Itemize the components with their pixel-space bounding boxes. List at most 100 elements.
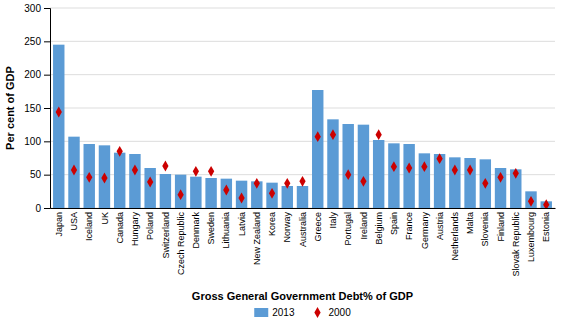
bar [114, 153, 125, 208]
tick: Iceland [84, 212, 94, 241]
point [330, 129, 336, 140]
tick-label: Latvia [237, 212, 247, 236]
bar [434, 154, 445, 208]
tick: Hungary [130, 212, 140, 247]
tick: Spain [389, 212, 399, 235]
legend-item: 2000 [314, 307, 351, 318]
point [238, 193, 244, 204]
bar [358, 125, 369, 208]
tick: Ireland [359, 212, 369, 240]
tick: 250 [24, 36, 50, 47]
tick: UK [100, 212, 110, 225]
point [162, 161, 168, 172]
point [345, 169, 351, 180]
tick-label: Lithuania [221, 212, 231, 249]
point [71, 165, 77, 176]
tick: Korea [267, 212, 277, 236]
bar [53, 45, 64, 208]
tick: Estonia [541, 212, 551, 242]
tick: Slovenia [480, 212, 490, 247]
tick: Switzerland [161, 212, 171, 259]
bar [68, 137, 79, 208]
tick-label: Ireland [359, 212, 369, 240]
bar [403, 144, 414, 208]
tick-label: Japan [54, 212, 64, 237]
tick-label: 250 [24, 36, 41, 47]
bar [236, 181, 247, 208]
tick: 300 [24, 3, 50, 14]
grid-line [50, 174, 555, 175]
bar [312, 90, 323, 208]
tick: Canada [115, 212, 125, 244]
point [132, 165, 138, 176]
tick-label: 200 [24, 69, 41, 80]
plot: 050100150200250300JapanUSAIcelandUKCanad… [4, 3, 556, 318]
grid-line [50, 108, 555, 109]
point [376, 129, 382, 140]
tick-label: Austria [435, 212, 445, 240]
tick-label: France [404, 212, 414, 240]
bar [419, 153, 430, 208]
tick-label: Slovak Republic [511, 212, 521, 277]
legend-label: 2000 [329, 307, 352, 318]
bar [160, 174, 171, 208]
tick: USA [69, 212, 79, 231]
tick: Czech Republic [176, 212, 186, 276]
tick-label: Denmark [191, 212, 201, 249]
bar [327, 119, 338, 208]
bar [449, 157, 460, 208]
marks [53, 45, 552, 208]
legend-swatch [314, 307, 320, 318]
tick: Belgium [374, 212, 384, 245]
tick-mark [44, 208, 50, 209]
point [497, 172, 503, 183]
tick: Australia [298, 212, 308, 247]
tick-label: Finland [496, 212, 506, 242]
series [56, 107, 550, 208]
tick: Italy [328, 212, 338, 229]
tick: Luxembourg [526, 212, 536, 262]
point [360, 176, 366, 187]
tick-label: 50 [30, 169, 42, 180]
tick-mark [44, 108, 50, 109]
grid-line [50, 74, 555, 75]
tick-label: UK [100, 212, 110, 225]
point [528, 196, 534, 207]
tick-label: Netherlands [450, 212, 460, 261]
point [86, 172, 92, 183]
x-axis-title: Gross General Government Debt% of GDP [192, 290, 413, 302]
legend-label: 2013 [272, 307, 295, 318]
tick-label: Korea [267, 212, 277, 236]
point [436, 153, 442, 164]
bar [99, 145, 110, 208]
tick: Netherlands [450, 212, 460, 261]
axis-line [44, 9, 51, 209]
grid-line [50, 41, 555, 42]
grid [50, 8, 555, 208]
x-axis: JapanUSAIcelandUKCanadaHungaryPolandSwit… [51, 209, 556, 277]
tick-label: Czech Republic [176, 212, 186, 276]
point [299, 176, 305, 187]
tick: Malta [465, 212, 475, 234]
tick: Portugal [343, 212, 353, 246]
legend: 2013 2000 [254, 307, 351, 318]
bar [205, 178, 216, 208]
tick: 50 [30, 169, 50, 180]
y-axis-title: Per cent of GDP [4, 66, 16, 150]
tick-label: Canada [115, 212, 125, 244]
tick: Latvia [237, 212, 247, 236]
tick-label: Belgium [374, 212, 384, 245]
point [117, 146, 123, 157]
tick: Lithuania [221, 212, 231, 249]
tick-mark [44, 41, 50, 42]
tick: Sweden [206, 212, 216, 245]
bar [525, 191, 536, 208]
point [543, 199, 549, 208]
bar [388, 143, 399, 208]
tick-label: Hungary [130, 212, 140, 247]
tick: Slovak Republic [511, 212, 521, 277]
point [223, 185, 229, 196]
bar [342, 124, 353, 208]
point [177, 189, 183, 200]
tick-mark [44, 8, 50, 9]
